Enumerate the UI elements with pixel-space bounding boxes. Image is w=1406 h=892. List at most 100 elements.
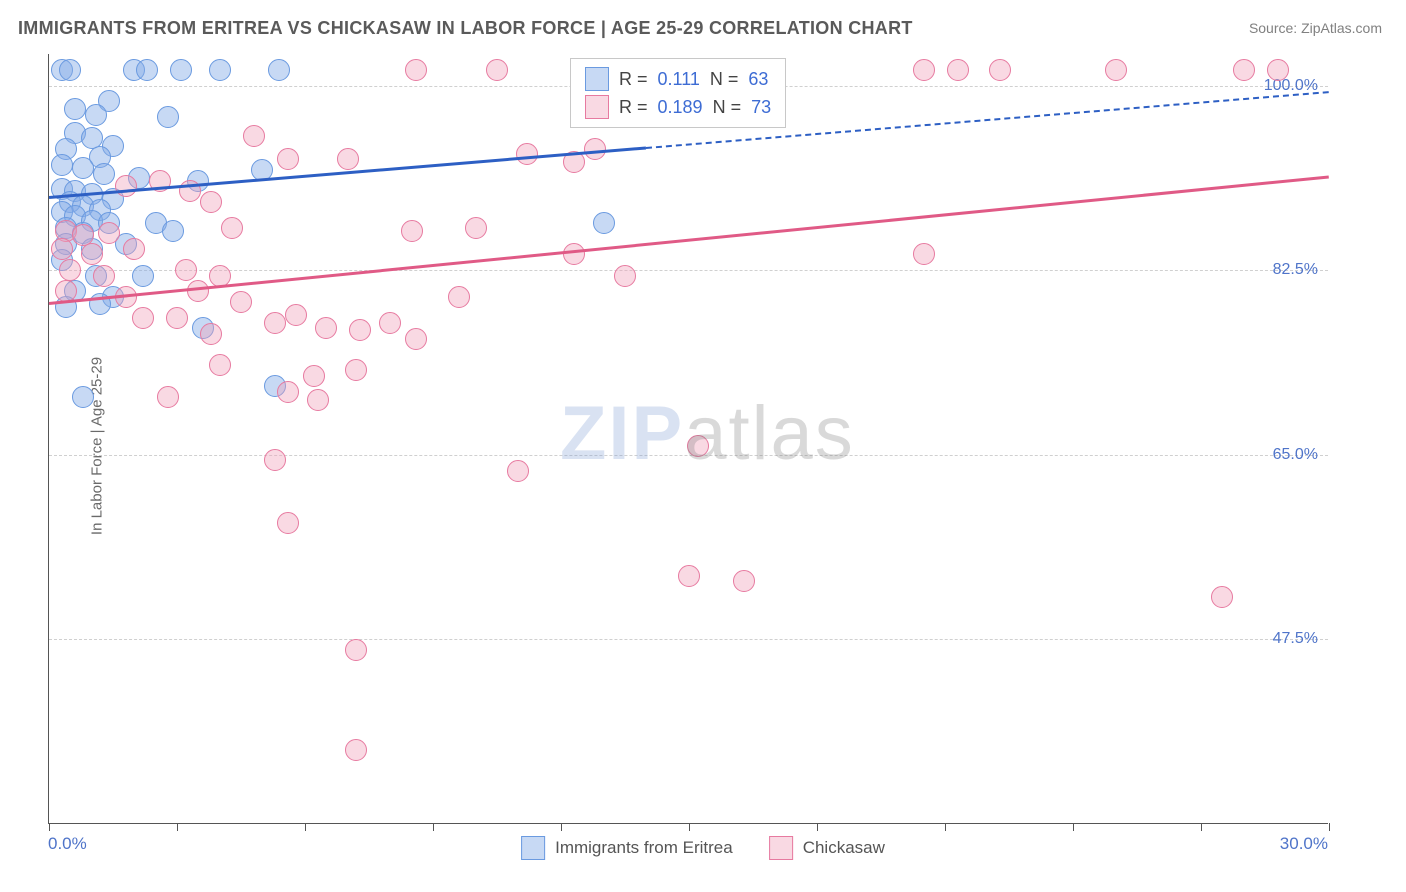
scatter-point-series-0 — [593, 212, 615, 234]
scatter-point-series-1 — [947, 59, 969, 81]
scatter-point-series-1 — [115, 175, 137, 197]
scatter-point-series-1 — [614, 265, 636, 287]
scatter-point-series-0 — [170, 59, 192, 81]
scatter-point-series-1 — [277, 381, 299, 403]
chart-title: IMMIGRANTS FROM ERITREA VS CHICKASAW IN … — [18, 18, 913, 39]
scatter-point-series-1 — [209, 265, 231, 287]
scatter-point-series-1 — [678, 565, 700, 587]
legend-swatch-icon — [769, 836, 793, 860]
scatter-point-series-1 — [93, 265, 115, 287]
scatter-point-series-1 — [345, 359, 367, 381]
scatter-point-series-1 — [337, 148, 359, 170]
scatter-point-series-1 — [507, 460, 529, 482]
legend-swatch-icon — [585, 67, 609, 91]
scatter-point-series-1 — [277, 148, 299, 170]
scatter-point-series-1 — [209, 354, 231, 376]
scatter-point-series-1 — [175, 259, 197, 281]
legend-item-series-0: Immigrants from Eritrea — [521, 836, 733, 860]
scatter-point-series-1 — [81, 243, 103, 265]
scatter-point-series-1 — [243, 125, 265, 147]
scatter-point-series-1 — [1211, 586, 1233, 608]
n-value: 73 — [751, 93, 771, 121]
r-label: R = — [619, 93, 648, 121]
r-value: 0.111 — [658, 65, 700, 93]
source-value: ZipAtlas.com — [1301, 20, 1382, 36]
legend-swatch-icon — [521, 836, 545, 860]
legend-label: Immigrants from Eritrea — [555, 838, 733, 858]
scatter-point-series-1 — [59, 259, 81, 281]
legend-label: Chickasaw — [803, 838, 885, 858]
y-tick-label: 65.0% — [1273, 446, 1318, 464]
legend-item-series-1: Chickasaw — [769, 836, 885, 860]
r-value: 0.189 — [658, 93, 703, 121]
x-tick — [1329, 823, 1330, 831]
scatter-point-series-1 — [913, 59, 935, 81]
scatter-point-series-1 — [200, 191, 222, 213]
scatter-point-series-1 — [563, 243, 585, 265]
scatter-point-series-0 — [136, 59, 158, 81]
legend-swatch-icon — [585, 95, 609, 119]
x-tick — [433, 823, 434, 831]
scatter-point-series-1 — [1267, 59, 1289, 81]
scatter-point-series-1 — [448, 286, 470, 308]
x-tick — [945, 823, 946, 831]
legend-bottom: Immigrants from Eritrea Chickasaw — [521, 836, 885, 860]
scatter-point-series-1 — [989, 59, 1011, 81]
scatter-point-series-0 — [132, 265, 154, 287]
scatter-point-series-1 — [913, 243, 935, 265]
scatter-point-series-0 — [59, 59, 81, 81]
scatter-point-series-0 — [72, 157, 94, 179]
scatter-point-series-1 — [465, 217, 487, 239]
n-label: N = — [710, 65, 739, 93]
x-tick — [689, 823, 690, 831]
scatter-point-series-1 — [221, 217, 243, 239]
scatter-point-series-1 — [132, 307, 154, 329]
x-tick — [49, 823, 50, 831]
n-label: N = — [713, 93, 742, 121]
correlation-legend: R = 0.111 N = 63 R = 0.189 N = 73 — [570, 58, 786, 128]
scatter-point-series-0 — [85, 104, 107, 126]
source-label: Source: — [1249, 20, 1297, 36]
scatter-point-series-0 — [93, 163, 115, 185]
scatter-point-series-1 — [516, 143, 538, 165]
scatter-point-series-0 — [72, 386, 94, 408]
scatter-point-series-0 — [157, 106, 179, 128]
scatter-point-series-1 — [486, 59, 508, 81]
scatter-point-series-1 — [200, 323, 222, 345]
scatter-point-series-1 — [98, 222, 120, 244]
scatter-plot-area: 100.0%82.5%65.0%47.5% — [48, 54, 1328, 824]
scatter-point-series-1 — [345, 639, 367, 661]
scatter-point-series-1 — [401, 220, 423, 242]
x-axis-max-label: 30.0% — [1280, 834, 1328, 854]
n-value: 63 — [748, 65, 768, 93]
correlation-legend-row-1: R = 0.189 N = 73 — [585, 93, 771, 121]
scatter-point-series-1 — [166, 307, 188, 329]
scatter-point-series-1 — [1105, 59, 1127, 81]
gridline — [49, 455, 1328, 456]
scatter-point-series-1 — [733, 570, 755, 592]
scatter-point-series-1 — [405, 59, 427, 81]
scatter-point-series-1 — [157, 386, 179, 408]
scatter-point-series-1 — [379, 312, 401, 334]
scatter-point-series-1 — [345, 739, 367, 761]
scatter-point-series-1 — [1233, 59, 1255, 81]
scatter-point-series-1 — [349, 319, 371, 341]
scatter-point-series-1 — [264, 449, 286, 471]
scatter-point-series-1 — [264, 312, 286, 334]
x-tick — [305, 823, 306, 831]
correlation-legend-row-0: R = 0.111 N = 63 — [585, 65, 771, 93]
x-tick — [561, 823, 562, 831]
scatter-point-series-1 — [51, 238, 73, 260]
scatter-point-series-1 — [277, 512, 299, 534]
scatter-point-series-1 — [315, 317, 337, 339]
scatter-point-series-0 — [268, 59, 290, 81]
y-tick-label: 82.5% — [1273, 261, 1318, 279]
scatter-point-series-1 — [303, 365, 325, 387]
gridline — [49, 639, 1328, 640]
scatter-point-series-1 — [405, 328, 427, 350]
scatter-point-series-1 — [584, 138, 606, 160]
scatter-point-series-1 — [123, 238, 145, 260]
scatter-point-series-1 — [187, 280, 209, 302]
scatter-point-series-1 — [687, 435, 709, 457]
scatter-point-series-0 — [64, 98, 86, 120]
